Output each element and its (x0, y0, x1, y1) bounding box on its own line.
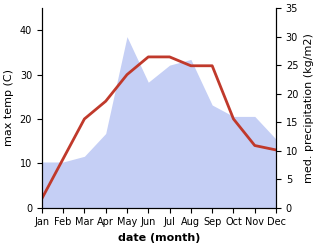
Y-axis label: max temp (C): max temp (C) (4, 69, 14, 146)
X-axis label: date (month): date (month) (118, 233, 200, 243)
Y-axis label: med. precipitation (kg/m2): med. precipitation (kg/m2) (304, 33, 314, 183)
